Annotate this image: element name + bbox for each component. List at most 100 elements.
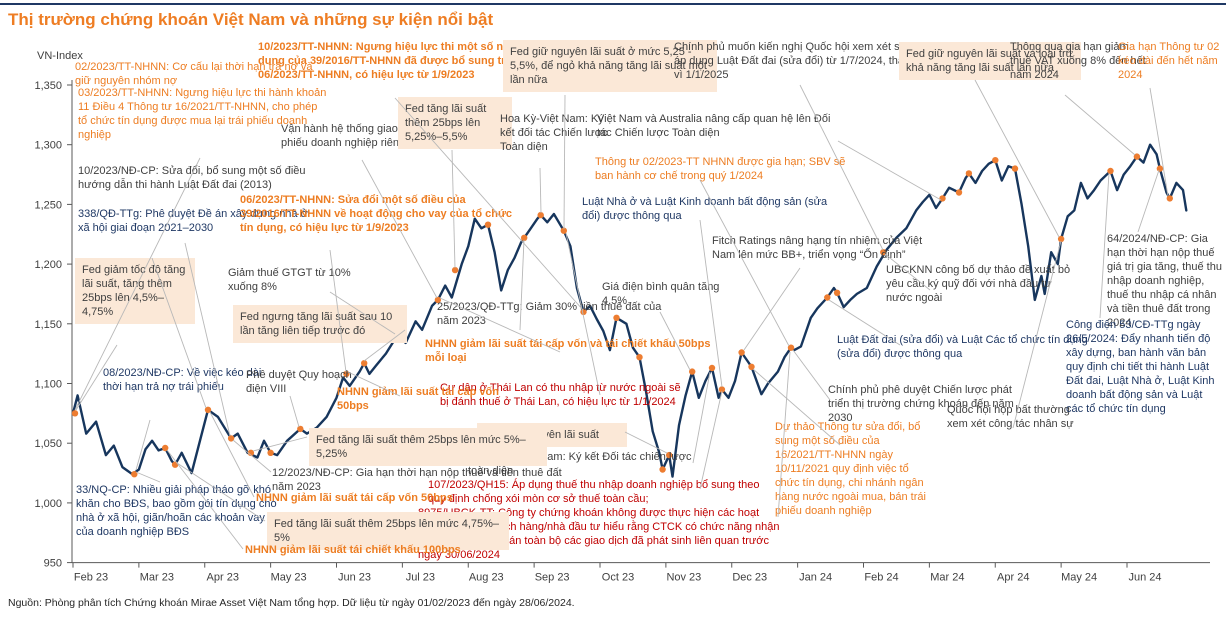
x-axis-label: Jan 24 (799, 572, 832, 584)
event-marker (204, 406, 212, 413)
x-axis-label: Mar 23 (140, 572, 174, 584)
source-note: Nguồn: Phòng phân tích Chứng khoán Mirae… (8, 597, 575, 609)
top-border-rule (0, 3, 1226, 5)
annotation-64-2024-nd-cp: 64/2024/NĐ-CP: Gia hạn thời hạn nộp thuế… (1107, 233, 1222, 330)
event-marker (659, 466, 666, 473)
annotation-10-2023-tt-nhnn: 10/2023/TT-NHNN: Ngưng hiệu lực thi một … (258, 41, 526, 82)
event-marker (1156, 165, 1164, 172)
event-marker (824, 294, 831, 301)
event-marker (738, 349, 745, 356)
x-axis-label: Feb 23 (74, 572, 108, 584)
annotation-gia-dien: Giá điện bình quân tăng 4,5% (602, 281, 720, 308)
event-marker (227, 435, 235, 442)
x-axis-label: Jul 23 (406, 572, 435, 584)
y-axis-label: 1,200 (34, 259, 62, 271)
event-marker (748, 363, 755, 370)
page-title: Thị trường chứng khoán Việt Nam và những… (8, 10, 494, 29)
y-axis-label: 1,350 (34, 80, 62, 92)
event-marker (708, 364, 716, 372)
event-marker (1107, 167, 1114, 175)
event-marker (162, 444, 169, 452)
annotation-nhnn-tcv-50bps-jun: NHNN giảm lãi suất tái cấp vốn 50bps (337, 386, 499, 413)
y-axis-label: 1,250 (34, 199, 62, 211)
event-marker (965, 170, 973, 177)
annotation-03-2023-tt-nhnn: 03/2023/TT-NHNN: Ngưng hiệu lực thi hành… (78, 87, 327, 142)
event-marker (718, 386, 726, 393)
x-axis-label: Oct 23 (602, 572, 634, 584)
annotation-viet-nam-australia: Việt Nam và Australia nâng cấp quan hệ l… (597, 113, 831, 140)
y-axis-label: 950 (44, 558, 62, 570)
annotation-luat-nha-o: Luật Nhà ở và Luật Kinh doanh bất động s… (582, 196, 828, 223)
annotation-cong-dien-53: Công điện 53/CĐ-TTg ngày 26/5/2024: Đẩy … (1066, 319, 1215, 416)
annotation-02-2023-tt-nhnn: 02/2023/TT-NHNN: Cơ cấu lại thời hạn trả… (75, 61, 313, 88)
annotation-nhnn-tck-100bps: NHNN giảm lãi suất tái chiết khấu 100bps (245, 544, 461, 556)
annotation-luat-dat-dai-thong-qua: Luật Đất đai (sửa đổi) và Luật Các tổ ch… (837, 334, 1088, 361)
x-axis-label: Mar 24 (930, 572, 964, 584)
event-marker (833, 289, 841, 296)
x-axis-label: Dec 23 (732, 572, 767, 584)
annotation-fed-525-55: Fed tăng lãi suất thêm 25bps lên 5,25%–5… (398, 97, 512, 150)
event-marker (361, 360, 368, 367)
x-axis-label: Apr 23 (207, 572, 239, 584)
annotation-du-thao-thong-tu: Dự thảo Thông tư sửa đổi, bổ sung một số… (775, 421, 926, 518)
annotation-107-2023-qh15: 107/2023/QH15: Áp dụng thuế thu nhập doa… (428, 479, 760, 506)
event-marker (992, 157, 999, 164)
y-axis-label: 1,150 (34, 319, 62, 331)
annotation-33-nq-cp: 33/NQ-CP: Nhiều giải pháp tháo gỡ khó kh… (76, 484, 277, 539)
annotation-giam-thue-gtgt: Giảm thuế GTGT từ 10% xuống 8% (228, 267, 351, 294)
event-marker (71, 410, 79, 417)
x-axis-label: Feb 24 (864, 572, 898, 584)
annotation-fed-5-525: Fed tăng lãi suất thêm 25bps lên mức 5%–… (309, 428, 547, 467)
annotation-fed-hold-de-ngo: Fed giữ nguyên lãi suất ở mức 5,25 - 5,5… (503, 40, 717, 93)
y-axis-label: 1,000 (34, 498, 62, 510)
event-marker (1057, 235, 1065, 243)
y-axis-label: 1,050 (34, 438, 62, 450)
event-marker (451, 266, 459, 274)
annotation-10-2023-nd-cp: 10/2023/NĐ-CP: Sửa đổi, bổ sung một số đ… (78, 165, 306, 192)
y-axis-label: 1,100 (34, 379, 62, 391)
event-marker (247, 449, 255, 456)
annotation-cp-kien-nghi-luat-dat-dai: Chính phủ muốn kiến nghị Quốc hội xem xé… (674, 41, 917, 82)
annotation-chien-luoc-ttck-2030: Chính phủ phê duyệt Chiến lược phát triể… (828, 384, 1014, 425)
x-axis-label: Aug 23 (469, 572, 504, 584)
event-marker (1133, 153, 1141, 160)
x-axis-label: Jun 24 (1128, 572, 1161, 584)
x-axis-label: May 23 (271, 572, 307, 584)
annotation-fed-giam-toc-do: Fed giảm tốc độ tăng lãi suất, tăng thêm… (75, 258, 195, 325)
y-axis-label: 1,300 (34, 140, 62, 152)
event-marker (131, 471, 138, 478)
event-marker (1166, 195, 1174, 202)
annotation-gia-han-tt02: Gia hạn Thông tư 02 kéo dài đến hết năm … (1118, 41, 1220, 82)
annotation-fed-475-5: Fed tăng lãi suất thêm 25bps lên mức 4,7… (267, 512, 509, 551)
annotation-nhnn-50bps-moi-loai: NHNN giảm lãi suất tái cấp vốn và tái ch… (425, 338, 711, 365)
event-marker (689, 368, 696, 375)
event-marker (267, 449, 274, 456)
x-axis-label: Sep 23 (535, 572, 570, 584)
annotation-12-2023-nd-cp: 12/2023/NĐ-CP: Gia hạn thời hạn nộp thuế… (272, 467, 562, 494)
annotation-fed-loai-tru: Fed giữ nguyên lãi suất và loại trừ khả … (899, 42, 1081, 81)
event-marker (171, 461, 179, 468)
annotation-gia-han-vat-2024: Thông qua gia hạn giảm thuế VAT xuống 8%… (1010, 41, 1146, 82)
annotation-thue-thai-lan: Cư dân ở Thái Lan có thu nhập từ nước ng… (440, 382, 681, 409)
annotation-fitch-ratings: Fitch Ratings nâng hạng tín nhiệm của Vi… (712, 235, 923, 262)
event-marker (521, 234, 528, 241)
annotation-fed-ngung-tang: Fed ngưng tăng lãi suất sau 10 lần tăng … (233, 305, 407, 344)
annotation-tt-02-gia-han: Thông tư 02/2023-TT NHNN được gia hạn; S… (595, 156, 846, 183)
event-marker (560, 227, 567, 234)
event-marker (787, 344, 795, 351)
event-marker (537, 211, 544, 219)
x-axis-label: Nov 23 (666, 572, 701, 584)
event-marker (636, 354, 643, 361)
y-axis-title: VN-Index (37, 50, 83, 62)
x-axis-label: Apr 24 (997, 572, 1029, 584)
annotation-ubcknn-ky-quy: UBCKNN công bố dự thảo đề xuất bỏ yêu cầ… (886, 264, 1071, 305)
event-marker (666, 451, 673, 459)
annotation-25-2023-qd-ttg: 25/2023/QĐ-TTg: Giảm 30% tiền thuê đất c… (437, 301, 662, 328)
event-marker (955, 189, 963, 196)
x-axis-label: May 24 (1061, 572, 1097, 584)
annotation-quy-hoach-dien-8: Phê duyệt Quy hoạch điện VIII (246, 369, 352, 396)
annotation-nhnn-tcv-50bps-apr: NHNN giảm lãi suất tái cấp vốn 50bps (256, 492, 453, 504)
event-marker (297, 425, 304, 433)
